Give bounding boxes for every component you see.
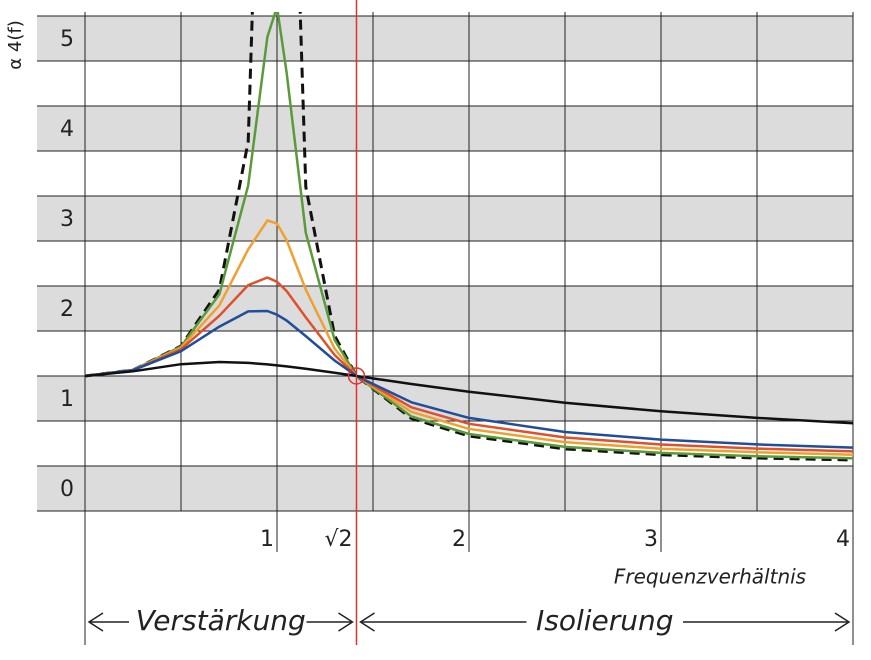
y-axis-label: α 4(f) <box>5 20 26 69</box>
y-tick-label: 5 <box>60 27 74 52</box>
x-tick-label: 4 <box>836 527 850 552</box>
arrow-head <box>87 612 104 632</box>
grey-band <box>37 195 853 241</box>
x-axis-label: Frequenzverhältnis <box>614 565 806 589</box>
grey-band <box>37 375 853 421</box>
y-tick-label: 3 <box>60 207 74 232</box>
region-label: Verstärkung <box>136 604 306 637</box>
grey-band <box>37 105 853 151</box>
y-tick-label: 2 <box>60 297 74 322</box>
y-tick-label: 0 <box>60 477 74 502</box>
arrow-head <box>359 612 375 632</box>
arrow-head <box>834 612 851 632</box>
plot-background <box>37 15 853 511</box>
arrow-head <box>338 612 354 632</box>
series-line <box>84 276 853 453</box>
y-tick-label: 4 <box>60 117 74 142</box>
region-label: Isolierung <box>536 604 674 637</box>
grey-band <box>37 465 853 511</box>
x-tick-label: √2 <box>324 527 352 552</box>
series-line <box>84 12 853 460</box>
grid <box>37 12 854 645</box>
foreground: 0 1 2 3 4 5 1 √2 2 3 4 Frequenzverhältnis α 4(f) Vers… <box>5 0 851 645</box>
series-line <box>84 360 853 425</box>
x-tick-label: 2 <box>452 527 466 552</box>
crossing-marker <box>347 367 366 385</box>
grey-band <box>37 15 853 61</box>
x-tick-label: 1 <box>260 527 274 552</box>
lines <box>84 12 853 462</box>
series-line <box>84 309 853 449</box>
x-tick-label: 3 <box>644 527 658 552</box>
y-tick-label: 1 <box>60 387 74 412</box>
series-line <box>84 219 853 456</box>
grey-band <box>37 285 853 331</box>
